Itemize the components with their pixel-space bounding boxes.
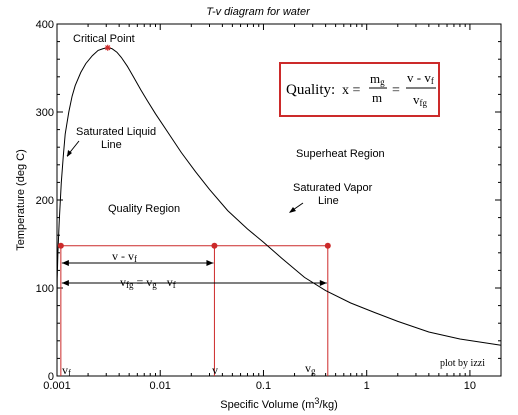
vf-guide-label: vf bbox=[62, 363, 71, 378]
y-tick-label-4: 400 bbox=[36, 19, 54, 31]
quality-label: Quality: bbox=[286, 82, 335, 98]
state-points bbox=[57, 44, 331, 249]
quality-num: v - vf bbox=[407, 70, 434, 86]
x-tick-label-1: 0.01 bbox=[150, 380, 171, 392]
quality-formula-box bbox=[279, 62, 440, 117]
quality-den: vfg bbox=[413, 92, 427, 108]
critical-point-marker bbox=[104, 44, 111, 51]
sat-vapor-arrowhead bbox=[289, 207, 296, 213]
saturation-curve bbox=[56, 47, 502, 346]
guide-lines bbox=[60, 245, 329, 376]
v-minus-vf-arrow-left bbox=[61, 260, 69, 266]
sat-liquid-label-2: Line bbox=[101, 139, 122, 151]
y-tick-label-0: 0 bbox=[48, 371, 54, 383]
vfg-arrow-left bbox=[61, 280, 69, 286]
quality-eq: = bbox=[392, 83, 400, 98]
chart-title: T-v diagram for water bbox=[206, 6, 311, 18]
v-minus-vf-arrow-right bbox=[206, 260, 214, 266]
sat-vapor-label-1: Saturated Vapor bbox=[293, 182, 373, 194]
critical-point-label: Critical Point bbox=[73, 33, 135, 45]
sat-liquid-arrowhead bbox=[67, 150, 72, 157]
vg-guide-label: vg bbox=[305, 361, 316, 376]
credit-text: plot by izzi bbox=[440, 358, 485, 369]
y-tick-label-1: 100 bbox=[36, 283, 54, 295]
sat-vapor-label-2: Line bbox=[318, 195, 339, 207]
y-tick-label-3: 300 bbox=[36, 107, 54, 119]
v-guide-label: v bbox=[212, 363, 218, 377]
quality-x-eq: x = bbox=[342, 83, 361, 98]
x-tick-label-4: 10 bbox=[464, 380, 476, 392]
quality-region-label: Quality Region bbox=[108, 203, 180, 215]
x-tick-label-3: 1 bbox=[364, 380, 370, 392]
quality-m: m bbox=[372, 90, 382, 105]
superheat-region-label: Superheat Region bbox=[296, 148, 385, 160]
state-point-1 bbox=[211, 242, 218, 249]
x-axis-label: Specific Volume (m3/kg) bbox=[220, 396, 338, 411]
x-tick-label-0: 0.001 bbox=[43, 380, 71, 392]
vfg-arrow-right bbox=[319, 280, 327, 286]
state-point-0 bbox=[57, 242, 64, 249]
sat-liquid-label-1: Saturated Liquid bbox=[76, 126, 156, 138]
v-minus-vf-label: v - vf bbox=[112, 249, 137, 264]
x-tick-label-2: 0.1 bbox=[256, 380, 271, 392]
quality-mg: mg bbox=[370, 71, 385, 87]
y-axis-label: Temperature (deg C) bbox=[15, 149, 27, 251]
state-point-2 bbox=[324, 242, 331, 249]
vfg-formula-label: vfg = vg - vf bbox=[120, 275, 176, 290]
y-tick-label-2: 200 bbox=[36, 195, 54, 207]
